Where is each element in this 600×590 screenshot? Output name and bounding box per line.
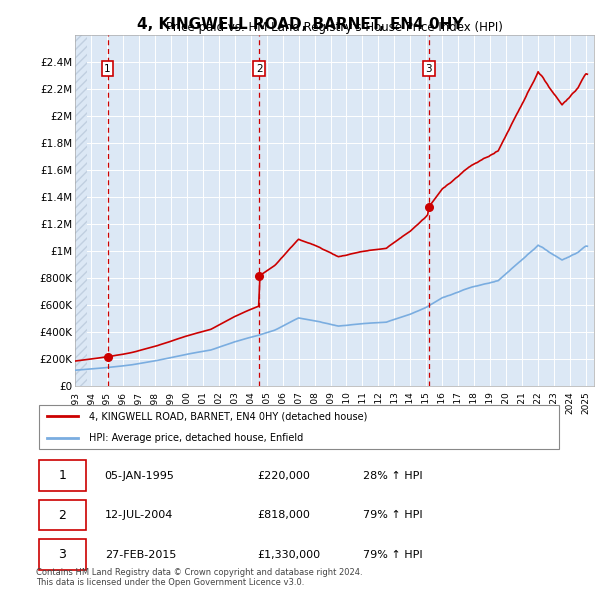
Text: £818,000: £818,000 <box>258 510 311 520</box>
Text: £220,000: £220,000 <box>258 471 311 480</box>
Text: 79% ↑ HPI: 79% ↑ HPI <box>364 510 423 520</box>
Text: 79% ↑ HPI: 79% ↑ HPI <box>364 550 423 559</box>
Text: 4, KINGWELL ROAD, BARNET, EN4 0HY (detached house): 4, KINGWELL ROAD, BARNET, EN4 0HY (detac… <box>89 411 367 421</box>
Bar <box>75 35 87 386</box>
FancyBboxPatch shape <box>38 460 86 491</box>
Text: 1: 1 <box>58 469 67 482</box>
Text: 27-FEB-2015: 27-FEB-2015 <box>104 550 176 559</box>
FancyBboxPatch shape <box>38 500 86 530</box>
Text: 2: 2 <box>58 509 67 522</box>
Text: 3: 3 <box>425 64 432 74</box>
Text: Contains HM Land Registry data © Crown copyright and database right 2024.
This d: Contains HM Land Registry data © Crown c… <box>36 568 362 587</box>
Text: HPI: Average price, detached house, Enfield: HPI: Average price, detached house, Enfi… <box>89 433 303 443</box>
Text: 05-JAN-1995: 05-JAN-1995 <box>104 471 175 480</box>
FancyBboxPatch shape <box>38 539 86 570</box>
FancyBboxPatch shape <box>38 405 559 450</box>
Text: 3: 3 <box>58 548 67 561</box>
Text: £1,330,000: £1,330,000 <box>258 550 321 559</box>
Text: 4, KINGWELL ROAD, BARNET, EN4 0HY: 4, KINGWELL ROAD, BARNET, EN4 0HY <box>137 17 463 31</box>
Text: 1: 1 <box>104 64 111 74</box>
Text: 12-JUL-2004: 12-JUL-2004 <box>104 510 173 520</box>
Text: 2: 2 <box>256 64 263 74</box>
Text: 28% ↑ HPI: 28% ↑ HPI <box>364 471 423 480</box>
Title: Price paid vs. HM Land Registry's House Price Index (HPI): Price paid vs. HM Land Registry's House … <box>166 21 503 34</box>
